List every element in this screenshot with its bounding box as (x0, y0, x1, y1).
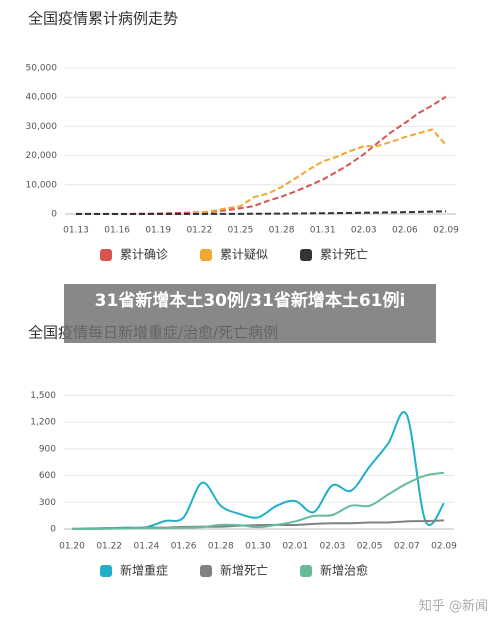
x-tick-label: 02.06 (392, 226, 418, 236)
x-tick-label: 01.28 (208, 542, 234, 552)
legend-label: 新增重症 (120, 563, 168, 578)
legend-swatch (200, 249, 212, 261)
x-tick-label: 01.25 (228, 226, 254, 236)
data-line (71, 471, 445, 531)
data-line (76, 95, 447, 215)
x-tick-label: 02.01 (282, 542, 308, 552)
y-tick-label: 20,000 (26, 151, 58, 161)
x-tick-label: 02.09 (431, 542, 457, 552)
x-tick-label: 02.03 (320, 542, 346, 552)
y-tick-label: 40,000 (26, 93, 58, 103)
legend-swatch (300, 249, 312, 261)
x-tick-label: 01.22 (96, 542, 122, 552)
y-tick-label: 900 (39, 444, 56, 454)
y-tick-label: 10,000 (26, 180, 58, 190)
legend-swatch (100, 565, 112, 577)
legend-label: 累计死亡 (320, 248, 368, 262)
x-tick-label: 01.20 (59, 542, 85, 552)
legend-label: 累计疑似 (220, 247, 268, 262)
x-tick-label: 01.31 (310, 226, 336, 236)
overlay-banner: 31省新增本土30例/31省新增本土61例i (64, 284, 436, 343)
x-tick-label: 01.30 (245, 542, 271, 552)
y-tick-label: 0 (50, 525, 56, 535)
y-tick-label: 1,500 (30, 391, 56, 401)
x-tick-label: 02.03 (351, 226, 377, 236)
x-tick-label: 02.09 (433, 226, 459, 236)
x-tick-label: 02.05 (357, 542, 383, 552)
x-tick-label: 01.19 (145, 226, 171, 236)
legend-label: 累计确诊 (120, 248, 168, 262)
x-tick-label: 01.24 (134, 542, 160, 552)
y-tick-label: 0 (51, 210, 57, 220)
x-tick-label: 01.22 (186, 226, 212, 236)
y-tick-label: 300 (39, 498, 56, 508)
data-line (71, 411, 445, 530)
legend-swatch (100, 249, 112, 261)
chart-title: 全国疫情累计病例走势 (28, 10, 178, 28)
y-tick-label: 600 (39, 471, 56, 481)
y-tick-label: 50,000 (26, 64, 58, 74)
y-tick-label: 30,000 (26, 122, 58, 132)
legend-swatch (300, 565, 312, 577)
y-tick-label: 1,200 (30, 418, 56, 428)
watermark: 知乎 @新闻 (418, 599, 488, 614)
data-line (76, 210, 447, 215)
legend-swatch (200, 565, 212, 577)
x-tick-label: 01.28 (269, 226, 295, 236)
data-line (76, 128, 447, 215)
x-tick-label: 01.26 (171, 542, 197, 552)
legend-label: 新增治愈 (320, 563, 368, 578)
legend-label: 新增死亡 (220, 563, 268, 578)
x-tick-label: 01.16 (104, 226, 130, 236)
x-tick-label: 02.07 (394, 542, 420, 552)
x-tick-label: 01.13 (63, 226, 89, 236)
